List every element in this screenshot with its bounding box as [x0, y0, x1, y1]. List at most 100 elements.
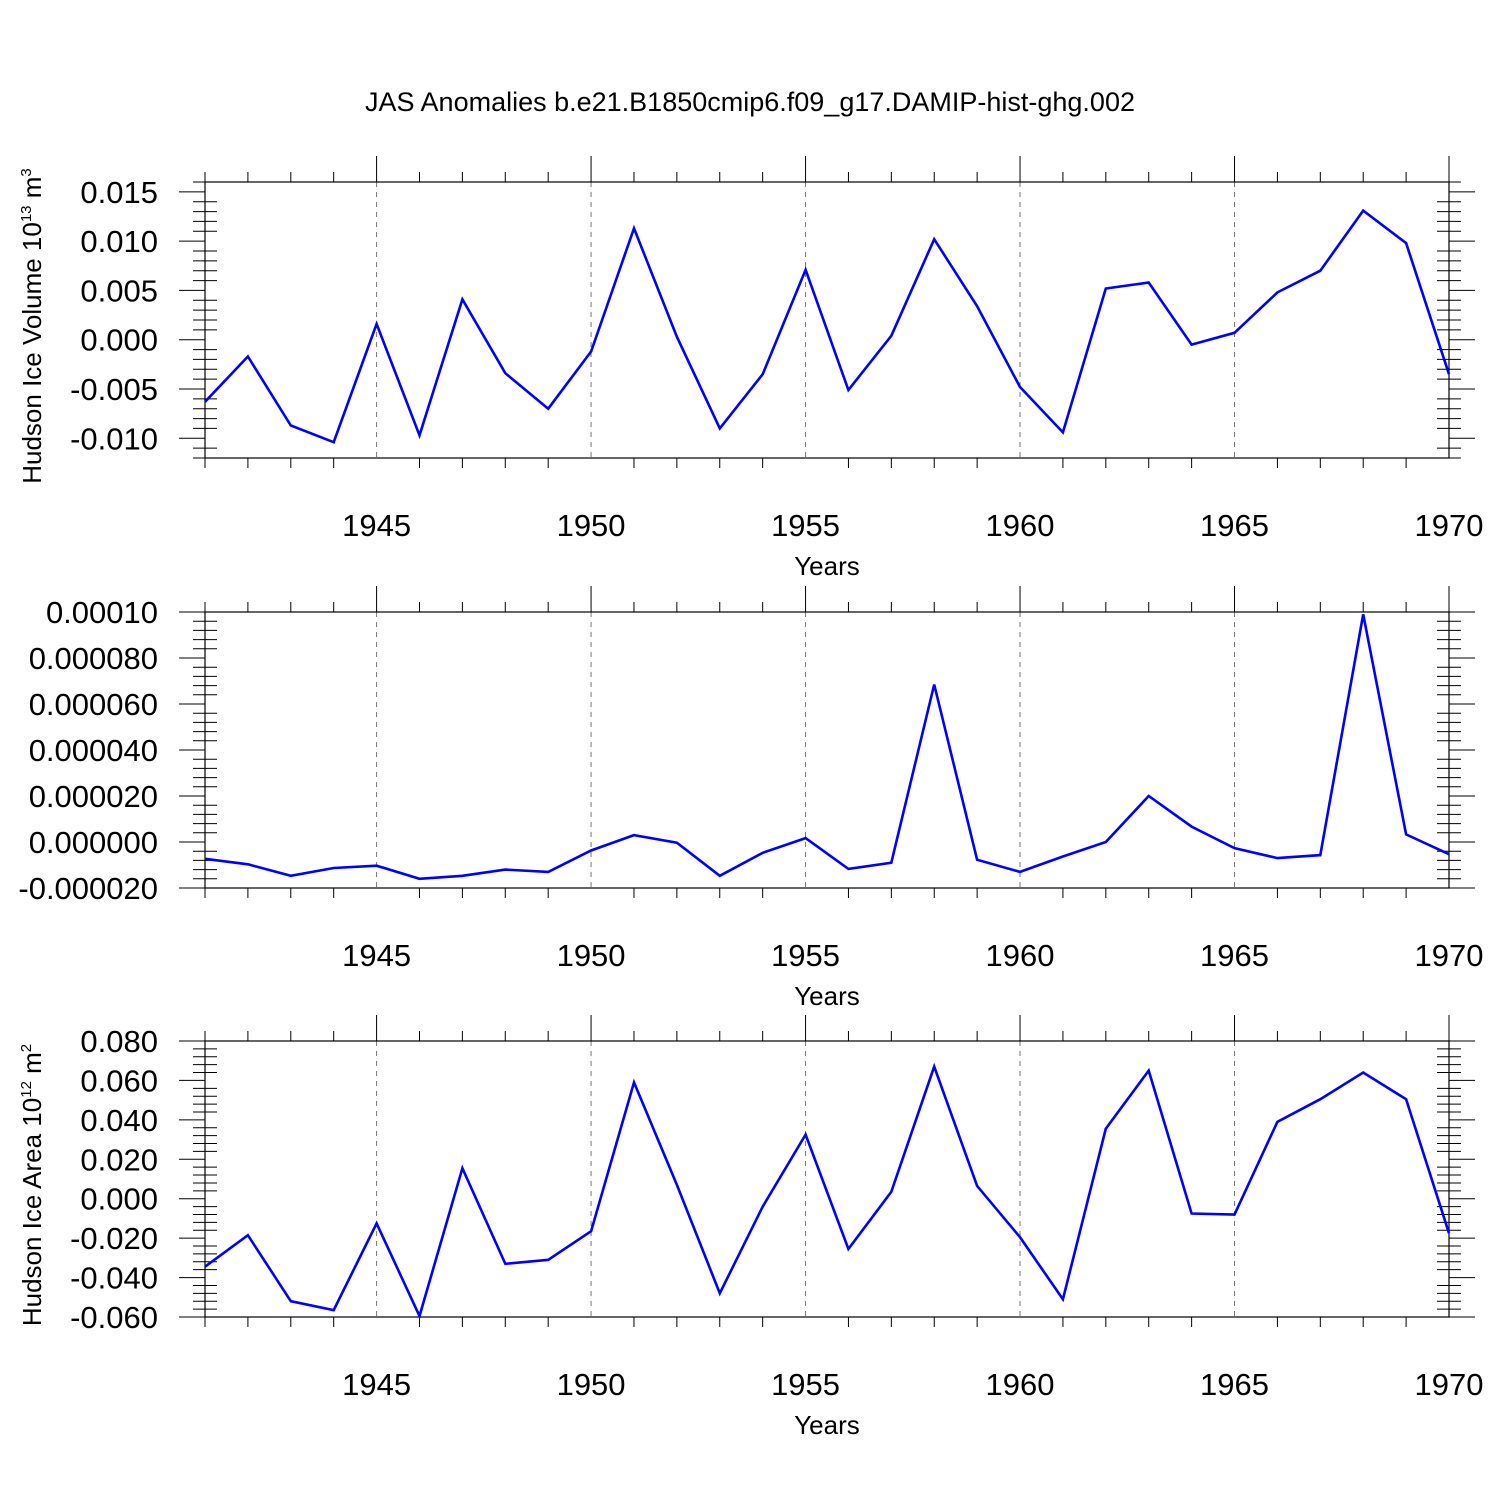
data-point [460, 297, 464, 301]
data-point [332, 440, 336, 444]
data-point [975, 1184, 979, 1188]
data-point [460, 874, 464, 878]
data-point [932, 682, 936, 686]
y-tick-label: 0.040 [80, 1103, 158, 1138]
y-axis-label-superscript: 2 [18, 1044, 35, 1052]
y-axis-label: Hudson Ice Volume 1013 m3 [17, 168, 47, 484]
data-point [589, 350, 593, 354]
data-point [246, 1233, 250, 1237]
x-tick-label: 1945 [342, 938, 411, 973]
data-point [417, 433, 421, 437]
data-point [846, 867, 850, 871]
data-point [289, 423, 293, 427]
data-point [1018, 385, 1022, 389]
panel-1: 0.015 0.010 0.005 0.000 -0.005 -0.010 1945 1950… [17, 156, 1483, 581]
y-tick-label: 0.00010 [46, 595, 158, 630]
x-tick-label: 1960 [986, 508, 1055, 543]
data-point [1318, 1097, 1322, 1101]
x-tick-label: 1960 [986, 1367, 1055, 1402]
x-tick-label: 1955 [771, 938, 840, 973]
x-tick-label: 1950 [557, 938, 626, 973]
data-point [675, 1183, 679, 1187]
data-point [1447, 1231, 1451, 1235]
y-axis-label-part: Hudson Ice Area 10 [17, 1098, 47, 1326]
x-tick-label: 1970 [1415, 1367, 1484, 1402]
x-tick-label: 1965 [1200, 938, 1269, 973]
data-point [889, 861, 893, 865]
data-point [804, 1133, 808, 1137]
y-tick-label: 0.020 [80, 1142, 158, 1177]
data-point [1361, 612, 1365, 616]
y-tick-label: 0.000 [80, 1182, 158, 1217]
y-tick-label: 0.000 [80, 323, 158, 358]
data-point [1233, 1212, 1237, 1216]
data-point [1361, 1071, 1365, 1075]
data-point [1318, 269, 1322, 273]
x-axis-label: Years [794, 1410, 860, 1440]
y-tick-label: 0.000040 [29, 733, 158, 768]
data-point [332, 1308, 336, 1312]
data-point [889, 334, 893, 338]
y-tick-label: 0.060 [80, 1063, 158, 1098]
x-tick-label: 1960 [986, 938, 1055, 973]
panel-2: 0.00010 0.000080 0.000060 0.000040 0.000020 0… [18, 586, 1483, 1011]
data-point [1018, 1235, 1022, 1239]
y-axis-label-superscript: 12 [18, 1081, 35, 1098]
y-tick-label: -0.000020 [18, 871, 158, 906]
data-point [889, 1190, 893, 1194]
x-tick-label: 1945 [342, 508, 411, 543]
y-axis-label: Hudson Ice Area 1012 m2 [17, 1044, 47, 1326]
x-tick-label: 1955 [771, 1367, 840, 1402]
y-tick-label: 0.000000 [29, 825, 158, 860]
data-point [1104, 286, 1108, 290]
data-point [632, 1080, 636, 1084]
data-point [589, 1229, 593, 1233]
data-point [1275, 290, 1279, 294]
data-point [246, 354, 250, 358]
data-point [375, 322, 379, 326]
data-point [1147, 281, 1151, 285]
x-axis-label: Years [794, 551, 860, 581]
x-tick-label: 1970 [1415, 508, 1484, 543]
data-point [1404, 832, 1408, 836]
data-point [503, 868, 507, 872]
data-point [1447, 852, 1451, 856]
data-point [1404, 241, 1408, 245]
data-point [203, 1265, 207, 1269]
data-point [761, 1205, 765, 1209]
panel-3: 0.080 0.060 0.040 0.020 0.000 -0.020 -0.040 -0.… [17, 1015, 1483, 1440]
data-point [718, 1291, 722, 1295]
data-point [203, 857, 207, 861]
data-point [289, 874, 293, 878]
y-tick-label: -0.005 [70, 372, 158, 407]
data-point [546, 1258, 550, 1262]
y-tick-label: 0.000060 [29, 687, 158, 722]
data-point [1275, 856, 1279, 860]
data-point [503, 371, 507, 375]
y-axis-label-superscript: 3 [18, 168, 35, 176]
figure-title: JAS Anomalies b.e21.B1850cmip6.f09_g17.D… [365, 87, 1135, 117]
data-point [1147, 1069, 1151, 1073]
x-tick-label: 1965 [1200, 508, 1269, 543]
data-point [1104, 1127, 1108, 1131]
data-point [975, 858, 979, 862]
data-point [632, 833, 636, 837]
data-point [503, 1262, 507, 1266]
data-point [632, 226, 636, 230]
x-tick-label: 1950 [557, 508, 626, 543]
y-axis-label-part: m [17, 177, 47, 206]
data-point [1061, 854, 1065, 858]
data-point [846, 1247, 850, 1251]
data-point [589, 849, 593, 853]
series-line [204, 208, 1451, 444]
data-point [203, 400, 207, 404]
data-point [1447, 372, 1451, 376]
data-point [1104, 840, 1108, 844]
y-axis-label-part: m [17, 1052, 47, 1081]
data-point [846, 388, 850, 392]
data-point [375, 864, 379, 868]
data-point [417, 1314, 421, 1318]
data-point [1061, 430, 1065, 434]
data-point [1275, 1120, 1279, 1124]
